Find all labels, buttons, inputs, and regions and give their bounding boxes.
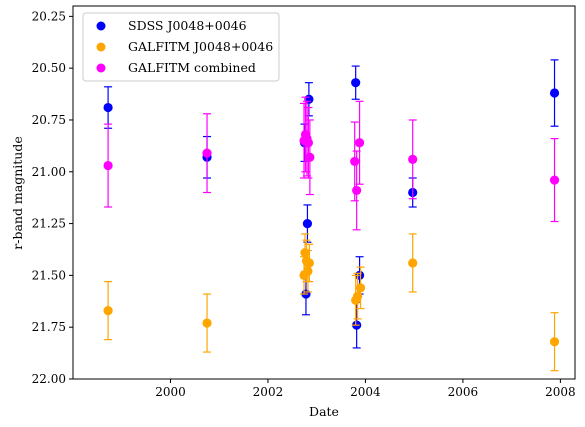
x-axis-label: Date [309,404,339,419]
legend: SDSS J0048+0046 GALFITM J0048+0046 GALFI… [82,12,280,82]
y-tick-label: 22.00 [32,372,66,386]
data-point [103,102,113,113]
data-point [351,78,361,88]
data-point [103,160,113,171]
data-point [352,185,362,196]
data-point [355,283,366,293]
series-1 [103,233,560,372]
y-tick-label: 21.00 [32,165,66,179]
legend-label-combined: GALFITM combined [128,60,256,75]
y-tick-label: 20.75 [32,113,66,127]
data-point [305,152,315,162]
data-point [353,291,363,301]
data-point [549,88,560,98]
series-2 [103,96,560,231]
data-point [202,148,212,158]
legend-label-galfitm: GALFITM J0048+0046 [128,39,273,54]
y-tick-label: 21.75 [32,320,66,334]
data-point [302,218,313,229]
legend-marker-combined [96,63,106,73]
data-point [303,138,314,148]
legend-marker-sdss [96,21,106,31]
x-tick-label: 2002 [253,385,284,399]
data-point [350,156,360,167]
data-point [408,154,418,164]
y-axis-label: r-band magnitude [10,136,25,250]
y-tick-label: 20.25 [32,9,66,23]
y-tick-label: 21.25 [32,217,66,231]
x-tick-label: 2008 [545,385,576,399]
data-point [354,138,365,148]
data-point [549,175,560,185]
y-tick-label: 21.50 [32,268,66,282]
data-point [408,258,418,268]
data-point [103,306,113,316]
legend-marker-galfitm [96,42,106,52]
data-point [549,337,560,347]
data-point [303,266,313,276]
x-tick-label: 2004 [350,385,381,399]
legend-box [82,12,280,82]
y-tick-label: 20.50 [32,61,66,75]
data-point [304,258,314,268]
data-point [202,318,212,328]
legend-label-sdss: SDSS J0048+0046 [128,18,247,33]
x-tick-label: 2006 [448,385,479,399]
x-tick-label: 2000 [155,385,186,399]
